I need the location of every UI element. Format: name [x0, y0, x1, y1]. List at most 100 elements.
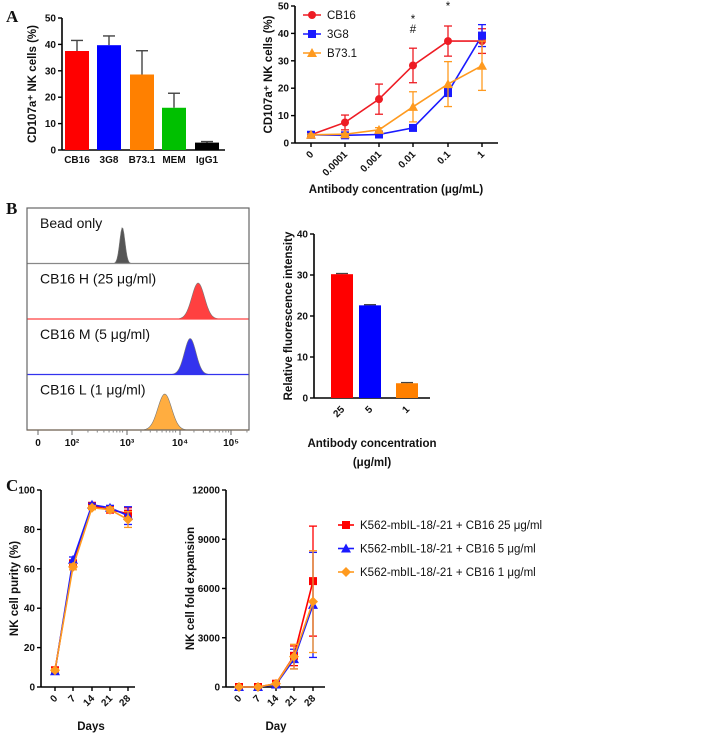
x-tick-label: 28 — [302, 693, 318, 709]
y-tick-label: 20 — [45, 93, 57, 104]
y-tick-label: 20 — [24, 643, 36, 654]
histogram-frame — [26, 207, 250, 431]
x-tick-label: 28 — [117, 693, 133, 709]
y-tick-label: 80 — [24, 525, 36, 536]
x-tick-label: 0 — [232, 693, 244, 705]
data-point — [443, 79, 453, 89]
legend-marker — [341, 543, 351, 553]
y-axis-label: Relative fluorescence intensity — [283, 231, 295, 400]
data-point — [409, 123, 417, 132]
x-tick-label: 0.0001 — [321, 149, 351, 179]
x-tick-label: 7 — [66, 693, 78, 705]
histogram-peak — [27, 393, 249, 431]
y-tick-label: 0 — [50, 146, 56, 157]
y-tick-label: 20 — [278, 84, 290, 95]
x-tick-label: 3G8 — [100, 155, 119, 166]
histogram-label: Bead only — [40, 215, 102, 231]
x-tick-label: IgG1 — [196, 155, 219, 166]
histogram-row — [27, 282, 249, 320]
x-tick-label: 0.1 — [436, 149, 454, 167]
series-line — [310, 40, 482, 136]
y-tick-label: 40 — [45, 40, 57, 51]
y-tick-label: 60 — [24, 564, 36, 575]
histogram-label: CB16 M (5 μg/ml) — [40, 326, 150, 342]
histogram-row — [27, 338, 249, 376]
y-tick-label: 9000 — [198, 535, 221, 546]
x-tick-label: 0 — [48, 693, 60, 705]
data-point — [253, 682, 263, 692]
data-point — [340, 129, 350, 139]
legend-marker — [308, 30, 316, 38]
bar-CB16 — [65, 51, 89, 150]
x-tick-label: 1 — [400, 404, 412, 416]
histogram-label: CB16 L (1 μg/ml) — [40, 382, 146, 398]
bar-IgG1 — [195, 142, 219, 150]
y-tick-label: 12000 — [192, 486, 220, 497]
x-axis-label: Days — [77, 721, 105, 733]
bar-25 — [331, 274, 353, 398]
legend-label: CB16 — [327, 10, 356, 22]
x-tick-label: CB16 — [64, 155, 90, 166]
data-point — [68, 561, 78, 572]
y-tick-label: 30 — [45, 66, 57, 77]
histogram-peak — [27, 338, 249, 375]
series-2 — [50, 502, 133, 676]
y-tick-label: 30 — [297, 271, 309, 282]
series-0 — [235, 525, 317, 691]
legend-label: 3G8 — [327, 29, 349, 41]
legend-marker — [308, 11, 316, 19]
x-tick-label: 0 — [35, 438, 41, 449]
x-axis-label: Antibody concentration — [307, 438, 436, 450]
histogram-label: CB16 H (25 μg/ml) — [40, 271, 156, 287]
series-line — [54, 504, 129, 671]
significance-mark: * — [411, 14, 416, 26]
series-2 — [306, 40, 487, 139]
histogram-peak — [27, 282, 249, 320]
y-tick-label: 20 — [297, 312, 309, 323]
histogram-peak — [27, 227, 249, 264]
y-tick-label: 0 — [29, 683, 35, 694]
x-tick-label: 5 — [363, 404, 375, 416]
series-line — [310, 35, 483, 137]
y-tick-label: 0 — [302, 394, 308, 405]
x-tick-label: 10² — [65, 438, 80, 449]
histogram-row — [27, 227, 249, 265]
data-point — [375, 95, 383, 104]
series-line — [239, 604, 314, 688]
data-point — [234, 682, 244, 692]
data-point — [375, 130, 383, 139]
data-point — [87, 502, 97, 513]
series-2 — [234, 550, 318, 692]
x-axis-label: Day — [265, 721, 287, 733]
x-tick-label: 21 — [283, 693, 299, 709]
x-tick-label: 0.001 — [359, 149, 385, 175]
x-axis-label-units: (μg/ml) — [353, 457, 392, 469]
series-0 — [307, 25, 486, 139]
legend-label: K562-mbIL-18/-21 + CB16 5 μg/ml — [360, 544, 536, 556]
data-point — [444, 37, 452, 46]
x-tick-label: 1 — [475, 149, 487, 161]
series-line — [54, 503, 129, 672]
x-tick-label: B73.1 — [129, 155, 156, 166]
x-tick-label: 7 — [251, 693, 263, 705]
y-tick-label: 40 — [297, 230, 309, 241]
bar-5 — [359, 305, 381, 398]
y-tick-label: 40 — [278, 29, 290, 40]
histogram-row — [27, 393, 249, 431]
y-tick-label: 50 — [45, 14, 57, 25]
x-tick-label: 0.01 — [397, 149, 419, 171]
axes-A2 — [291, 5, 498, 144]
y-tick-label: 10 — [278, 111, 290, 122]
bar-B73.1 — [130, 74, 154, 150]
data-point — [408, 101, 418, 111]
x-tick-label: 25 — [331, 404, 347, 420]
y-tick-label: 10 — [45, 119, 57, 130]
data-point — [478, 31, 486, 40]
x-tick-label: 14 — [81, 693, 97, 709]
y-axis-label: CD107a⁺ NK cells (%) — [263, 15, 275, 133]
data-point — [306, 129, 316, 139]
data-point — [123, 514, 133, 525]
data-point — [50, 665, 60, 676]
series-line — [239, 601, 314, 688]
legend-marker — [342, 521, 350, 529]
